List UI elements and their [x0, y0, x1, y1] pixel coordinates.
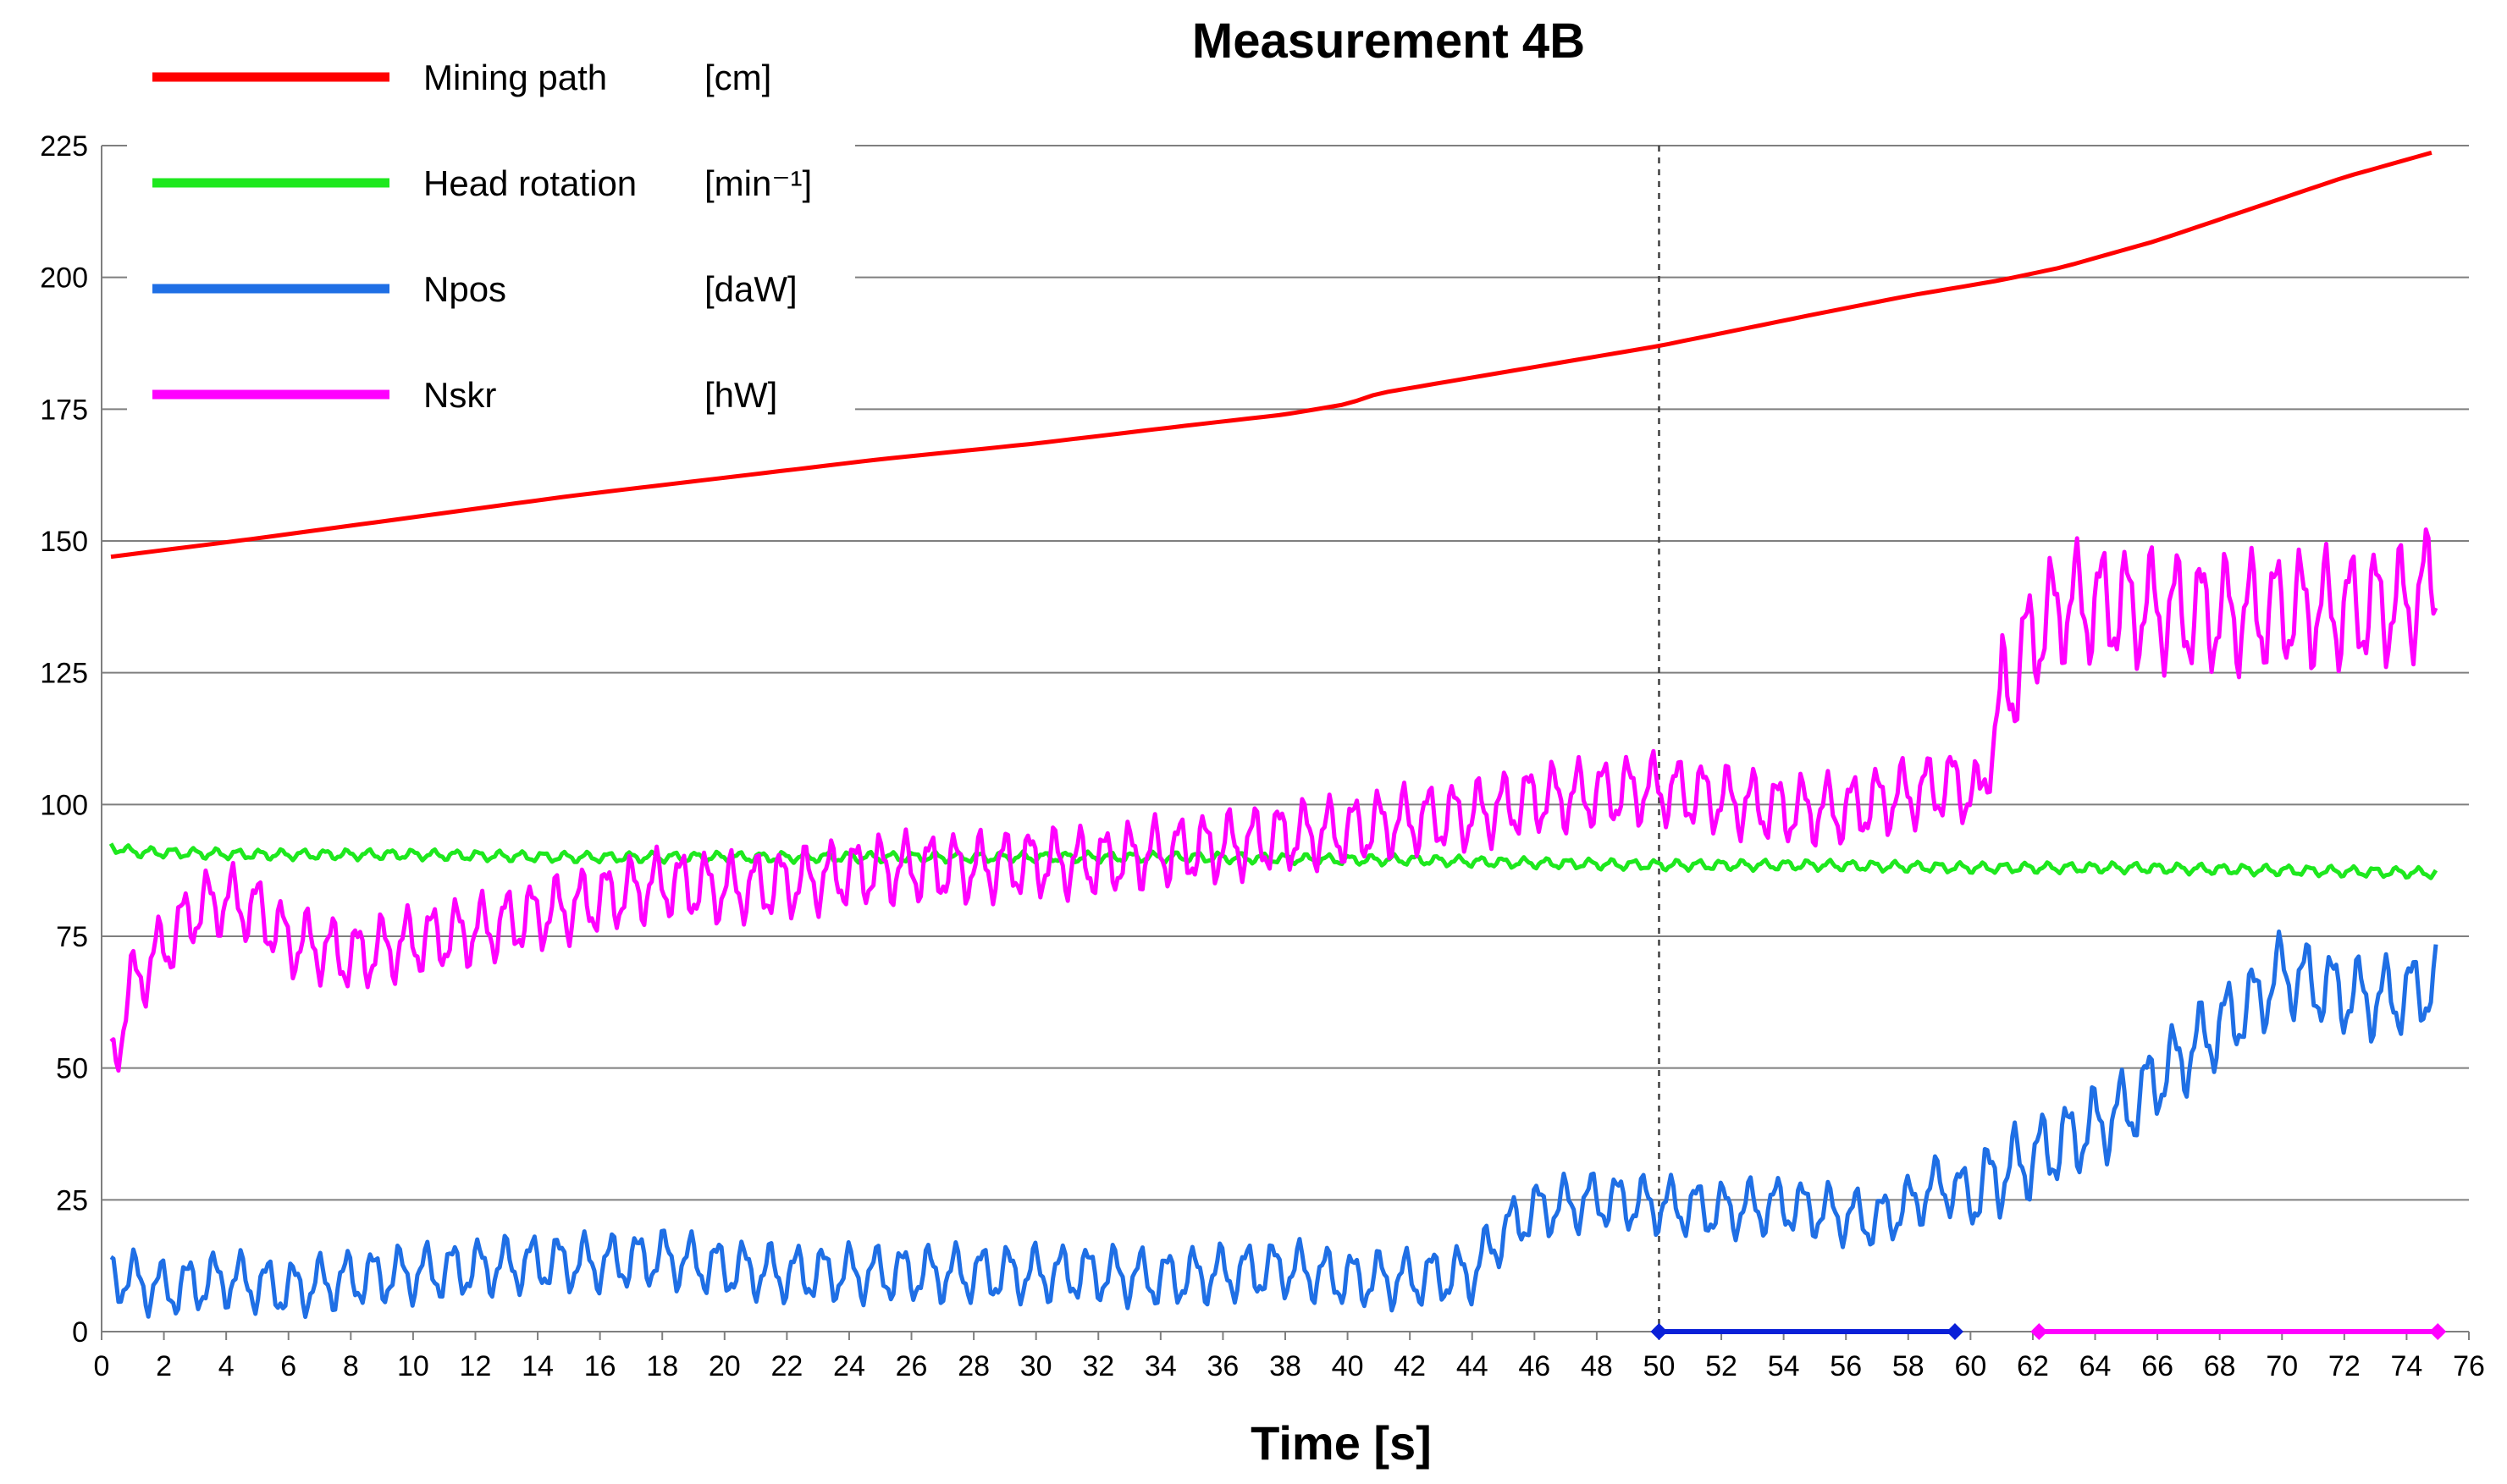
x-tick-label: 58 [1892, 1350, 1924, 1382]
legend-label-head-rotation: Head rotation [423, 163, 637, 203]
x-tick-label: 12 [460, 1350, 492, 1382]
x-tick-label: 54 [1768, 1350, 1800, 1382]
series-line-nskr [109, 527, 2438, 1073]
x-axis-label: Time [s] [1251, 1416, 1432, 1470]
legend-unit-head-rotation: [min⁻¹] [704, 163, 812, 203]
legend-label-mining-path: Mining path [423, 58, 607, 97]
x-tick-label: 48 [1581, 1350, 1613, 1382]
y-tick-label: 175 [40, 394, 88, 426]
x-tick-label: 42 [1394, 1350, 1426, 1382]
x-tick-label: 38 [1269, 1350, 1301, 1382]
x-tick-label: 26 [896, 1350, 928, 1382]
x-tick-label: 18 [646, 1350, 678, 1382]
interval-markers [1650, 1323, 2447, 1340]
interval-endpoint-marker [1946, 1323, 1963, 1340]
x-tick-label: 22 [770, 1350, 803, 1382]
x-tick-label: 44 [1456, 1350, 1488, 1382]
x-tick-label: 14 [522, 1350, 554, 1382]
x-tick-label: 62 [2017, 1350, 2049, 1382]
x-tick-label: 24 [833, 1350, 865, 1382]
x-tick-label: 10 [397, 1350, 429, 1382]
legend-item-npos: Npos [daW] [152, 269, 798, 309]
legend-background [127, 17, 855, 457]
y-tick-label: 0 [72, 1316, 88, 1349]
x-tick-label: 36 [1207, 1350, 1240, 1382]
x-tick-label: 60 [1954, 1350, 1986, 1382]
x-tick-label: 20 [709, 1350, 741, 1382]
legend-unit-mining-path: [cm] [704, 58, 771, 97]
legend-unit-nskr: [hW] [704, 375, 777, 415]
x-tick-label: 8 [343, 1350, 359, 1382]
y-tick-label: 25 [56, 1184, 88, 1216]
y-tick-label: 75 [56, 921, 88, 953]
legend-label-nskr: Nskr [423, 375, 496, 415]
x-tick-label: 76 [2453, 1350, 2485, 1382]
x-tick-label: 6 [280, 1350, 296, 1382]
series-layer [108, 150, 2438, 1320]
x-tick-label: 34 [1145, 1350, 1177, 1382]
y-tick-label: 50 [56, 1053, 88, 1085]
x-tick-label: 16 [584, 1350, 616, 1382]
series-line-npos [109, 930, 2438, 1320]
x-tick-label: 30 [1020, 1350, 1052, 1382]
interval-endpoint-marker [2030, 1323, 2048, 1340]
x-tick-label: 2 [156, 1350, 172, 1382]
y-tick-label: 100 [40, 789, 88, 821]
x-tick-label: 50 [1643, 1350, 1676, 1382]
x-tick-label: 68 [2204, 1350, 2236, 1382]
y-tick-label: 200 [40, 262, 88, 295]
y-tick-label: 225 [40, 130, 88, 163]
x-tick-label: 72 [2328, 1350, 2361, 1382]
x-tick-label: 74 [2391, 1350, 2423, 1382]
y-tick-label: 150 [40, 526, 88, 558]
x-tick-label: 66 [2141, 1350, 2173, 1382]
legend-unit-npos: [daW] [704, 269, 798, 309]
x-tick-label: 32 [1082, 1350, 1114, 1382]
chart-title: Measurement 4B [1192, 14, 1585, 69]
legend-label-npos: Npos [423, 269, 506, 309]
x-tick-label: 64 [2079, 1350, 2112, 1382]
legend-item-head-rotation: Head rotation [min⁻¹] [152, 163, 812, 203]
y-tick-label: 125 [40, 658, 88, 690]
legend: Mining path [cm] Head rotation [min⁻¹] N… [127, 17, 855, 457]
series-line-mining-path [110, 150, 2432, 560]
legend-item-mining-path: Mining path [cm] [152, 58, 771, 97]
legend-item-nskr: Nskr [hW] [152, 375, 777, 415]
series-line-head-rotation [108, 842, 2438, 880]
x-tick-label: 52 [1705, 1350, 1737, 1382]
interval-endpoint-marker [1650, 1323, 1668, 1340]
x-tick-label: 0 [94, 1350, 110, 1382]
x-tick-label: 46 [1518, 1350, 1550, 1382]
interval-endpoint-marker [2429, 1323, 2447, 1340]
x-tick-label: 28 [958, 1350, 990, 1382]
x-tick-label: 56 [1830, 1350, 1862, 1382]
x-tick-label: 4 [218, 1350, 235, 1382]
x-axis-ticks: 0 2 4 6 8 10 12 14 16 18 20 22 24 26 28 30 32 34 36 38 40 42 4… [94, 1332, 2485, 1382]
x-tick-label: 70 [2266, 1350, 2298, 1382]
x-tick-label: 40 [1332, 1350, 1364, 1382]
y-axis-ticks: 0 25 50 75 100 125 150 175 200 225 [40, 130, 88, 1349]
